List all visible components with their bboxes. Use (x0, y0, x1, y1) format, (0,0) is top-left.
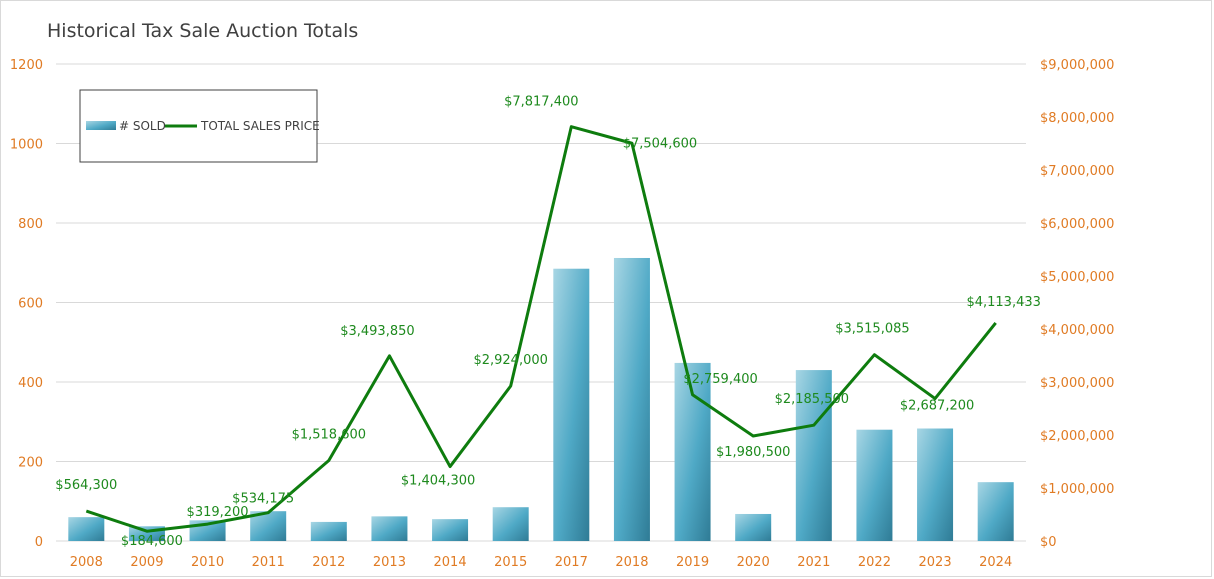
bar-2020 (735, 513, 772, 541)
bar-2015 (492, 507, 529, 541)
y-left-tick-label: 600 (18, 297, 43, 312)
bar-2023 (917, 428, 954, 541)
bar-2017 (553, 268, 590, 541)
x-tick-label: 2012 (312, 555, 345, 570)
bar-2018 (613, 257, 650, 541)
y-right-tick-label: $6,000,000 (1040, 217, 1114, 232)
y-left-tick-label: 200 (18, 456, 43, 471)
y-left-tick-label: 1000 (10, 138, 43, 153)
x-tick-label: 2014 (434, 555, 467, 570)
data-label-2021: $2,185,500 (775, 392, 849, 407)
data-label-2009: $184,600 (121, 534, 183, 549)
bar-2014 (432, 519, 469, 541)
y-left-tick-label: 400 (18, 376, 43, 391)
total-sales-line (85, 125, 997, 533)
x-tick-label: 2009 (130, 555, 163, 570)
data-label-2020: $1,980,500 (716, 445, 790, 460)
y-right-tick-label: $4,000,000 (1040, 323, 1114, 338)
data-label-2008: $564,300 (55, 478, 117, 493)
x-tick-label: 2021 (797, 555, 830, 570)
x-tick-label: 2023 (919, 555, 952, 570)
axis-labels: 0 200 400 600 800 1000 1200 $0 $1,000,000 $2,000,… (10, 58, 1115, 570)
y-right-tick-label: $7,000,000 (1040, 164, 1114, 179)
x-tick-label: 2017 (555, 555, 588, 570)
data-label-2011: $534,175 (232, 492, 294, 507)
bar-2013 (371, 516, 408, 541)
bar-series (68, 257, 1014, 541)
x-tick-label: 2019 (676, 555, 709, 570)
x-tick-label: 2008 (70, 555, 103, 570)
data-label-2010: $319,200 (187, 505, 249, 520)
data-label-2013: $3,493,850 (340, 324, 414, 339)
data-label-2015: $2,924,000 (473, 353, 547, 368)
line-series (85, 125, 997, 533)
bar-2012 (310, 521, 347, 541)
x-tick-label: 2018 (615, 555, 648, 570)
y-left-tick-label: 800 (18, 217, 43, 232)
y-left-tick-label: 0 (35, 535, 43, 550)
x-tick-label: 2013 (373, 555, 406, 570)
y-left-tick-label: 1200 (10, 58, 43, 73)
y-right-tick-label: $2,000,000 (1040, 429, 1114, 444)
legend-box (79, 89, 318, 163)
x-tick-label: 2022 (858, 555, 891, 570)
x-tick-label: 2015 (494, 555, 527, 570)
data-label-2012: $1,518,600 (292, 428, 366, 443)
bar-2008 (68, 517, 105, 541)
x-tick-label: 2011 (252, 555, 285, 570)
bar-2024 (977, 482, 1014, 541)
data-label-2014: $1,404,300 (401, 474, 475, 489)
y-right-tick-label: $5,000,000 (1040, 270, 1114, 285)
legend-label-price: TOTAL SALES PRICE (200, 119, 320, 133)
legend-label-sold: # SOLD (119, 119, 166, 133)
x-tick-label: 2020 (737, 555, 770, 570)
data-label-2018: $7,504,600 (623, 136, 697, 151)
bar-2022 (856, 429, 893, 541)
chart-title: Historical Tax Sale Auction Totals (47, 20, 359, 42)
x-tick-label: 2010 (191, 555, 224, 570)
y-right-tick-label: $9,000,000 (1040, 58, 1114, 73)
data-label-2024: $4,113,433 (966, 295, 1040, 310)
data-label-2023: $2,687,200 (900, 399, 974, 414)
y-right-tick-label: $1,000,000 (1040, 482, 1114, 497)
y-right-tick-label: $3,000,000 (1040, 376, 1114, 391)
data-label-2022: $3,515,085 (835, 322, 909, 337)
y-right-tick-label: $8,000,000 (1040, 111, 1114, 126)
data-label-2017: $7,817,400 (504, 95, 578, 110)
data-label-2019: $2,759,400 (683, 372, 757, 387)
data-labels: $564,300 $184,600 $319,200$534,175 $1,518,6… (55, 95, 1041, 550)
legend-bar-swatch (86, 121, 116, 130)
bar-2021 (795, 370, 832, 541)
legend: # SOLD TOTAL SALES PRICE (79, 89, 320, 163)
y-right-tick-label: $0 (1040, 535, 1057, 550)
x-tick-label: 2024 (979, 555, 1012, 570)
